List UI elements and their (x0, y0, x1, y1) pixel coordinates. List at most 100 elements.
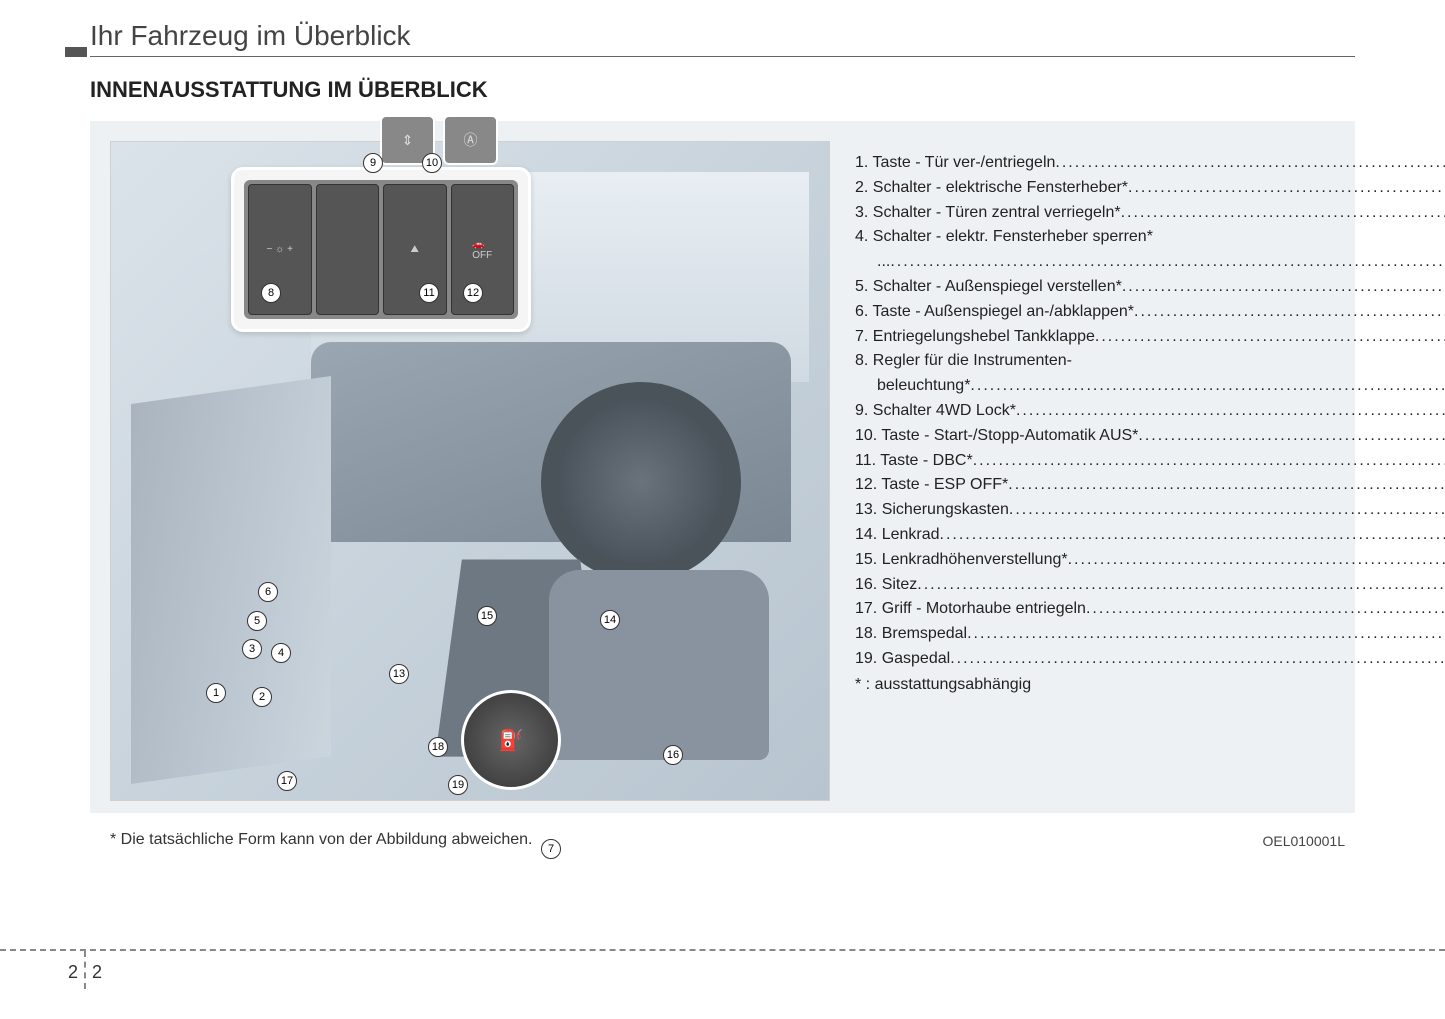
leader-dots (967, 622, 1445, 647)
page-footer: 2 2 (0, 949, 1445, 989)
page-in-chapter: 2 (92, 962, 102, 983)
legend-label: 16. Sitez (855, 573, 917, 598)
leader-dots (1138, 424, 1445, 449)
legend-label: 11. Taste - DBC* (855, 449, 973, 474)
diagram-area: ⇕ Ⓐ − ☼ + ⛰ 🚗OFF ⛽ 123456789101112131415… (110, 141, 830, 801)
legend-label: 6. Taste - Außenspiegel an-/abklappen* (855, 300, 1134, 325)
legend-item: 9. Schalter 4WD Lock* 5-31 (855, 399, 1445, 424)
callout-marker-14: 14 (600, 610, 620, 630)
legend-item: 6. Taste - Außenspiegel an-/abklappen* 4… (855, 300, 1445, 325)
callout-marker-5: 5 (247, 611, 267, 631)
legend-label: 1. Taste - Tür ver-/entriegeln (855, 151, 1055, 176)
fuel-release-detail: ⛽ (461, 690, 561, 790)
legend-label: beleuchtung* (877, 374, 970, 399)
leader-dots (950, 647, 1445, 672)
leader-dots (1121, 201, 1445, 226)
legend-item: 18. Bremspedal 5-38 (855, 622, 1445, 647)
callout-marker-8: 8 (261, 283, 281, 303)
footer-separator (84, 951, 86, 989)
header-title: Ihr Fahrzeug im Überblick (90, 20, 1355, 52)
legend-item: 17. Griff - Motorhaube entriegeln 4-29 (855, 597, 1445, 622)
section-title: INNENAUSSTATTUNG IM ÜBERBLICK (90, 77, 1355, 103)
header-accent-bar (65, 47, 87, 57)
leader-dots (917, 573, 1445, 598)
legend-item: 10. Taste - Start-/Stopp-Automatik AUS* … (855, 424, 1445, 449)
seat-shape (549, 570, 769, 760)
steering-wheel-shape (541, 382, 741, 582)
legend-item: 7. Entriegelungshebel Tankklappe 4-31 (855, 325, 1445, 350)
callout-marker-15: 15 (477, 606, 497, 626)
legend-item: 12. Taste - ESP OFF* 5-44 (855, 473, 1445, 498)
legend-label: 18. Bremspedal (855, 622, 967, 647)
legend-item: 16. Sitez 3-2 (855, 573, 1445, 598)
page-number: 2 2 (68, 955, 102, 989)
content-box: ⇕ Ⓐ − ☼ + ⛰ 🚗OFF ⛽ 123456789101112131415… (90, 121, 1355, 813)
callout-marker-7: 7 (541, 839, 561, 859)
legend-label: 15. Lenkradhöhenverstellung* (855, 548, 1068, 573)
leader-dots (1128, 176, 1445, 201)
callout-marker-12: 12 (463, 283, 483, 303)
callout-marker-11: 11 (419, 283, 439, 303)
page-header: Ihr Fahrzeug im Überblick (90, 20, 1355, 57)
legend-item: 5. Schalter - Außenspiegel verstellen* 4… (855, 275, 1445, 300)
manual-page: Ihr Fahrzeug im Überblick INNENAUSSTATTU… (0, 0, 1445, 1019)
legend-item-continuation: beleuchtung* 4-50 (855, 374, 1445, 399)
leader-dots (1122, 275, 1445, 300)
legend-label: 7. Entriegelungshebel Tankklappe (855, 325, 1095, 350)
legend-label: 19. Gaspedal (855, 647, 950, 672)
legend-item: 3. Schalter - Türen zentral verriegeln* … (855, 201, 1445, 226)
leader-dots (1016, 399, 1445, 424)
legend-item: 13. Sicherungskasten 7-56 (855, 498, 1445, 523)
callout-marker-2: 2 (252, 687, 272, 707)
legend-item: 1. Taste - Tür ver-/entriegeln 4-16 (855, 151, 1445, 176)
door-panel-shape (131, 376, 331, 784)
legend-item: 11. Taste - DBC* 5-49 (855, 449, 1445, 474)
callout-marker-1: 1 (206, 683, 226, 703)
switch-blank (316, 184, 380, 315)
leader-dots (1055, 151, 1445, 176)
legend-label: 9. Schalter 4WD Lock* (855, 399, 1016, 424)
callout-marker-9: 9 (363, 153, 383, 173)
callout-marker-17: 17 (277, 771, 297, 791)
legend-label: 10. Taste - Start-/Stopp-Automatik AUS* (855, 424, 1138, 449)
callout-marker-18: 18 (428, 737, 448, 757)
legend-label: 4. Schalter - elektr. Fensterheber sperr… (855, 225, 1153, 250)
callout-marker-10: 10 (422, 153, 442, 173)
legend-label: 8. Regler für die Instrumenten- (855, 349, 1072, 374)
legend-label: 17. Griff - Motorhaube entriegeln (855, 597, 1086, 622)
legend-item: 2. Schalter - elektrische Fensterheber* … (855, 176, 1445, 201)
legend-footnote: * : ausstattungsabhängig (855, 676, 1445, 694)
chapter-number: 2 (68, 962, 78, 983)
legend-item: 15. Lenkradhöhenverstellung* 4-40 (855, 548, 1445, 573)
legend-label: ... (877, 250, 890, 275)
leader-dots (1008, 473, 1445, 498)
callout-marker-4: 4 (271, 643, 291, 663)
legend-item: 8. Regler für die Instrumenten- (855, 349, 1445, 374)
leader-dots (1086, 597, 1445, 622)
legend-label: 5. Schalter - Außenspiegel verstellen* (855, 275, 1122, 300)
leader-dots (970, 374, 1445, 399)
legend-label: 14. Lenkrad (855, 523, 940, 548)
leader-dots (1134, 300, 1445, 325)
legend-item: 14. Lenkrad 4-39 (855, 523, 1445, 548)
interior-diagram: ⇕ Ⓐ − ☼ + ⛰ 🚗OFF ⛽ 123456789101112131415… (110, 141, 830, 801)
callout-marker-19: 19 (448, 775, 468, 795)
legend-label: 13. Sicherungskasten (855, 498, 1009, 523)
callout-marker-3: 3 (242, 639, 262, 659)
leader-dots (973, 449, 1445, 474)
leader-dots (940, 523, 1445, 548)
callout-marker-16: 16 (663, 745, 683, 765)
leader-dots (1068, 548, 1445, 573)
callout-marker-6: 6 (258, 582, 278, 602)
callout-marker-13: 13 (389, 664, 409, 684)
switch-isg-off-icon: Ⓐ (443, 115, 498, 165)
legend-item: 4. Schalter - elektr. Fensterheber sperr… (855, 225, 1445, 250)
legend-item-continuation: ... 4-27 (855, 250, 1445, 275)
leader-dots (1009, 498, 1445, 523)
leader-dots (890, 250, 1445, 275)
legend-label: 3. Schalter - Türen zentral verriegeln* (855, 201, 1121, 226)
legend-label: 2. Schalter - elektrische Fensterheber* (855, 176, 1128, 201)
switch-panel-callout: ⇕ Ⓐ − ☼ + ⛰ 🚗OFF (231, 167, 531, 332)
legend-item: 19. Gaspedal 5-6, 5-12 (855, 647, 1445, 672)
legend: 1. Taste - Tür ver-/entriegeln 4-162. Sc… (855, 141, 1445, 801)
